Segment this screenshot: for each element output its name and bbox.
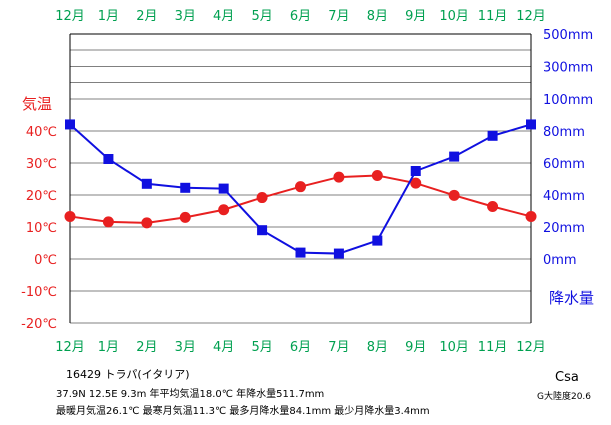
- temperature-point: [487, 201, 499, 213]
- temperature-point: [295, 181, 306, 193]
- precipitation-point: [141, 178, 152, 189]
- precipitation-point: [180, 182, 191, 193]
- month-tick-label: 7月: [328, 9, 349, 24]
- precipitation-point: [449, 151, 460, 162]
- precipitation-point: [372, 235, 383, 246]
- month-tick-label: 10月: [439, 9, 469, 24]
- top-month-labels: 12月 1月 2月 3月 4月 5月 6月 7月 8月 9月 10月 11月 12月: [55, 9, 546, 24]
- station-name: 16429 トラパ(イタリア): [66, 368, 190, 381]
- precipitation-axis-ticks: 500mm 300mm 100mm 80mm 60mm 40mm 20mm 0mm: [543, 28, 593, 268]
- month-tick-label: 6月: [290, 9, 311, 24]
- temperature-point: [179, 211, 191, 223]
- month-tick-label: 11月: [478, 9, 508, 24]
- month-tick-label: 3月: [175, 340, 196, 355]
- month-tick-label: 3月: [175, 9, 196, 24]
- precipitation-point: [218, 183, 229, 194]
- continentality-index: G大陸度20.6: [537, 392, 592, 402]
- precipitation-point: [103, 154, 114, 164]
- precipitation-tick-label: 20mm: [543, 221, 585, 236]
- precipitation-tick-label: 40mm: [543, 189, 585, 204]
- month-tick-label: 6月: [290, 340, 311, 355]
- month-tick-label: 12月: [55, 9, 85, 24]
- temperature-tick-label: 10℃: [26, 221, 57, 236]
- climate-classification: Csa: [555, 370, 579, 385]
- month-tick-label: 12月: [516, 340, 546, 355]
- month-tick-label: 11月: [478, 340, 508, 355]
- precipitation-point: [65, 119, 75, 130]
- precipitation-point: [487, 130, 498, 141]
- temperature-axis-ticks: 40℃ 30℃ 20℃ 10℃ 0℃ -10℃ -20℃: [21, 125, 57, 332]
- month-tick-label: 1月: [98, 340, 119, 355]
- station-stats-line1: 37.9N 12.5E 9.3m 年平均気温18.0℃ 年降水量511.7mm: [56, 389, 325, 400]
- bottom-month-labels: 12月 1月 2月 3月 4月 5月 6月 7月 8月 9月 10月 11月 12月: [55, 340, 546, 355]
- precipitation-tick-label: 0mm: [543, 253, 577, 268]
- month-tick-label: 1月: [98, 9, 119, 24]
- temperature-point: [256, 192, 268, 204]
- precipitation-axis-label: 降水量: [549, 289, 594, 307]
- temperature-point: [102, 216, 114, 228]
- month-tick-label: 5月: [251, 9, 272, 24]
- temperature-tick-label: 40℃: [26, 125, 57, 140]
- month-tick-label: 9月: [405, 9, 426, 24]
- precipitation-point: [295, 247, 306, 258]
- month-tick-label: 7月: [328, 340, 349, 355]
- month-tick-label: 4月: [213, 340, 234, 355]
- temperature-point: [218, 204, 230, 216]
- month-tick-label: 8月: [367, 340, 388, 355]
- month-tick-label: 12月: [516, 9, 546, 24]
- precipitation-point: [333, 248, 344, 259]
- month-tick-label: 9月: [405, 340, 426, 355]
- temperature-tick-label: -10℃: [21, 285, 57, 300]
- month-tick-label: 10月: [439, 340, 469, 355]
- chart-frame: [69, 33, 532, 323]
- month-tick-label: 4月: [213, 9, 234, 24]
- month-tick-label: 5月: [251, 340, 272, 355]
- temperature-tick-label: 20℃: [26, 189, 57, 204]
- precipitation-tick-label: 100mm: [543, 93, 593, 108]
- data-series: [64, 119, 537, 259]
- temperature-tick-label: -20℃: [21, 317, 57, 332]
- temperature-point: [333, 171, 345, 183]
- precipitation-point: [526, 119, 536, 130]
- temperature-point: [141, 217, 153, 229]
- precipitation-tick-label: 60mm: [543, 157, 585, 172]
- precipitation-tick-label: 300mm: [543, 61, 593, 76]
- month-tick-label: 2月: [136, 340, 157, 355]
- temperature-point: [525, 210, 537, 222]
- precipitation-tick-label: 80mm: [543, 125, 585, 140]
- precipitation-point: [257, 225, 268, 236]
- month-tick-label: 12月: [55, 340, 85, 355]
- station-stats-line2: 最暖月気温26.1℃ 最寒月気温11.3℃ 最多月降水量84.1mm 最少月降水…: [56, 406, 430, 417]
- precipitation-tick-label: 500mm: [543, 28, 593, 43]
- temperature-tick-label: 0℃: [34, 253, 57, 268]
- temperature-point: [371, 169, 383, 181]
- temperature-point: [448, 189, 460, 201]
- month-tick-label: 2月: [136, 9, 157, 24]
- temperature-axis-label: 気温: [22, 95, 52, 113]
- precipitation-point: [410, 166, 421, 176]
- temperature-tick-label: 30℃: [26, 157, 57, 172]
- grid-lines: [70, 33, 531, 324]
- month-tick-label: 8月: [367, 9, 388, 24]
- temperature-point: [64, 210, 76, 222]
- temperature-point: [410, 177, 422, 189]
